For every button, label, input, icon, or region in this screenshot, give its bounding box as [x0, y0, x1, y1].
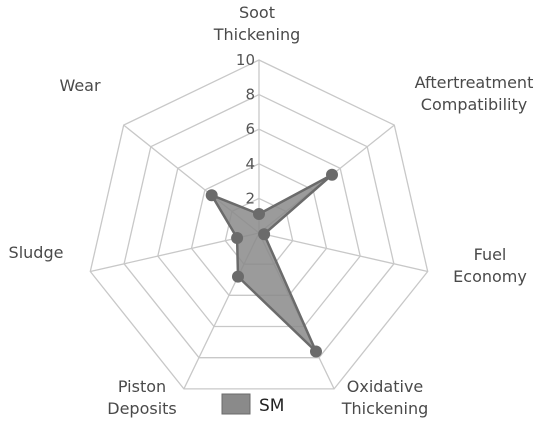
- axis-label-3: Fuel Economy: [453, 245, 527, 286]
- axis-label-line: Fuel: [474, 245, 507, 264]
- axis-label-1: Soot Thickening: [213, 3, 301, 44]
- axis-label-7: Wear: [59, 76, 101, 95]
- tick-label-4: 4: [245, 155, 255, 173]
- legend-swatch-sm[interactable]: [221, 393, 251, 415]
- data-point-5[interactable]: [232, 270, 244, 283]
- axis-label-line: Soot: [239, 3, 275, 22]
- tick-label-6: 6: [245, 120, 255, 138]
- axis-label-line: Oxidative: [347, 377, 424, 396]
- series-layer: [205, 168, 338, 358]
- axis-label-5: Piston Deposits: [107, 377, 177, 418]
- series-area-1: [210, 173, 334, 353]
- legend-label-sm[interactable]: SM: [259, 396, 284, 416]
- grid-ring-5: [89, 59, 429, 390]
- spoke-6: [90, 232, 260, 273]
- tick-label-10: 10: [236, 51, 255, 69]
- data-point-6[interactable]: [231, 232, 244, 244]
- grid-ring-3: [157, 128, 361, 328]
- legend[interactable]: SM: [221, 393, 284, 416]
- tick-label-8: 8: [245, 86, 255, 104]
- data-point-2[interactable]: [326, 168, 338, 181]
- axis-label-line: Sludge: [9, 243, 64, 262]
- grid-ring-4: [123, 93, 395, 359]
- axis-label-line: Deposits: [107, 399, 177, 418]
- tick-labels: 2 4 6 8 10: [236, 51, 255, 207]
- axis-labels: Soot Thickening Aftertreatment Compatibilit…: [9, 3, 534, 418]
- data-point-4[interactable]: [310, 345, 322, 358]
- tick-label-2: 2: [245, 189, 255, 207]
- data-point-7[interactable]: [205, 189, 218, 202]
- axis-label-line: Compatibility: [421, 95, 527, 114]
- axis-label-line: Thickening: [341, 399, 429, 418]
- axis-label-line: Wear: [59, 76, 101, 95]
- data-point-3[interactable]: [258, 228, 271, 241]
- axis-label-line: Piston: [118, 377, 166, 396]
- spoke-3: [258, 232, 428, 273]
- axis-label-line: Aftertreatment: [415, 73, 534, 92]
- axis-label-line: Thickening: [213, 25, 301, 44]
- data-point-1[interactable]: [253, 208, 265, 220]
- axis-label-line: Economy: [453, 267, 527, 286]
- axis-label-6: Sludge: [9, 243, 64, 262]
- axis-label-2: Aftertreatment Compatibility: [415, 73, 534, 114]
- axis-label-4: Oxidative Thickening: [341, 377, 429, 418]
